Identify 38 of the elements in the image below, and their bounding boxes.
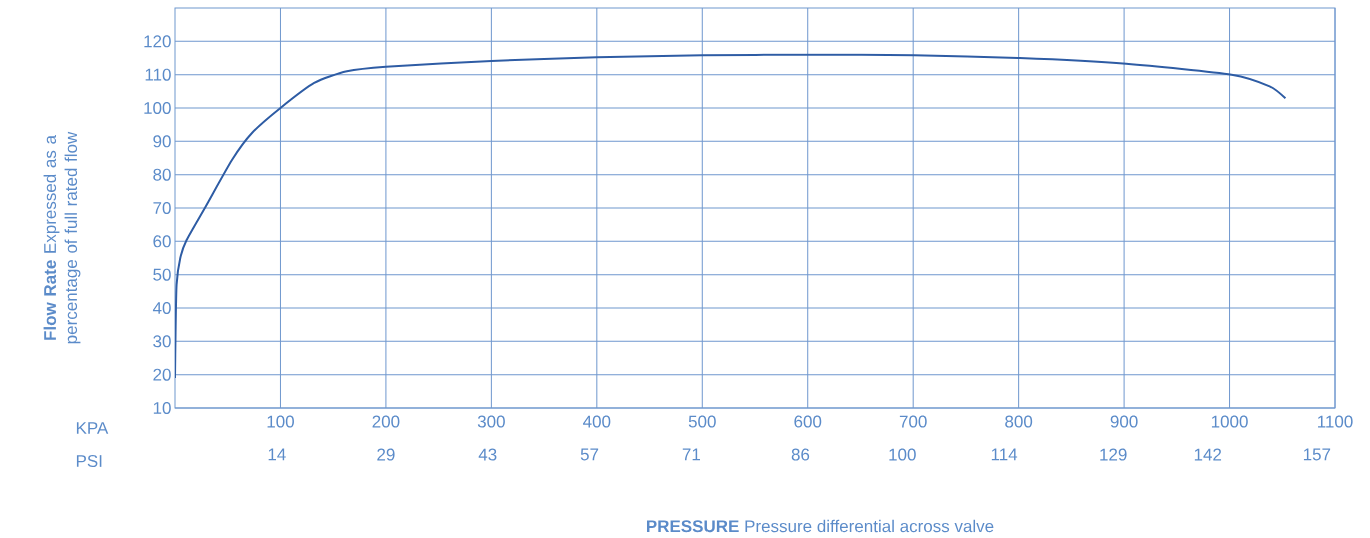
x-axis-title: PRESSURE Pressure differential across valve <box>646 519 994 533</box>
x-tick-label: 600 <box>794 415 822 428</box>
x-tick-label: 300 <box>477 415 505 428</box>
y-tick-label: 20 <box>153 368 171 381</box>
x-tick-label: 1000 <box>1211 415 1248 428</box>
x-tick-label: 800 <box>1005 415 1033 428</box>
x-tick-label: 700 <box>899 415 927 428</box>
y-tick-label: 90 <box>153 135 171 148</box>
x2-tick-label: 57 <box>580 448 599 461</box>
x2-tick-label: 86 <box>791 448 810 461</box>
x2-tick-label: 43 <box>478 448 497 461</box>
x2-tick-label: 129 <box>1100 448 1127 461</box>
y-tick-label: 50 <box>153 268 171 281</box>
x-tick-label: 200 <box>372 415 400 428</box>
x2-tick-label: 142 <box>1194 448 1222 461</box>
y-tick-label: 60 <box>153 235 171 248</box>
text: PSI <box>76 454 102 468</box>
x-tick-label: 1100 <box>1318 415 1353 428</box>
x2-tick-label: 157 <box>1303 448 1331 461</box>
y-tick-label: 10 <box>153 401 171 415</box>
y-tick-label: 80 <box>153 168 171 181</box>
y-tick-label: 100 <box>144 101 171 115</box>
x2-tick-label: 29 <box>377 448 395 461</box>
x-tick-label: 500 <box>688 415 716 428</box>
line-series <box>175 53 1287 379</box>
x2-tick-label: 114 <box>991 448 1018 461</box>
x-tick-label: 100 <box>267 415 294 428</box>
y-tick-label: 40 <box>152 301 171 315</box>
x-tick-label: 400 <box>583 415 611 428</box>
y-tick-label: 110 <box>145 68 171 81</box>
x2-tick-label: 100 <box>889 448 916 461</box>
text: KPA <box>76 422 109 434</box>
y-tick-label: 70 <box>153 201 171 215</box>
y-tick-label: 120 <box>144 35 171 48</box>
x-tick-label: 900 <box>1110 415 1138 428</box>
x2-tick-label: 71 <box>682 448 700 461</box>
x2-tick-label: 14 <box>268 448 286 461</box>
y-tick-label: 30 <box>153 335 171 348</box>
